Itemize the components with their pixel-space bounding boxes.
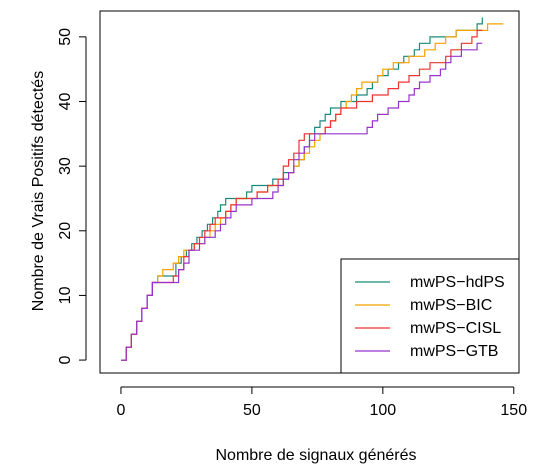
x-tick-label: 150: [500, 402, 527, 419]
x-tick-label: 0: [116, 402, 125, 419]
y-tick-label: 0: [57, 356, 74, 365]
y-tick-label: 30: [57, 157, 74, 175]
x-tick-label: 100: [369, 402, 396, 419]
y-axis: 0 10 20 30 40 50: [57, 28, 87, 365]
series-line-4: [121, 42, 483, 361]
legend-label-2: mwPS−BIC: [410, 297, 492, 314]
y-tick-label: 40: [57, 93, 74, 111]
legend-label-1: mwPS−hdPS: [410, 274, 505, 291]
plot-frame: [99, 10, 520, 374]
y-tick-label: 50: [57, 28, 74, 46]
legend-box: [340, 258, 520, 374]
y-tick-label: 20: [57, 222, 74, 240]
x-tick-label: 50: [243, 402, 261, 419]
series-line-2: [121, 23, 504, 361]
x-axis: 0 50 100 150: [116, 386, 527, 419]
legend-label-4: mwPS−GTB: [410, 343, 498, 360]
series-lines: [121, 17, 504, 361]
x-axis-label: Nombre de signaux générés: [215, 447, 416, 464]
legend: mwPS−hdPS mwPS−BIC mwPS−CISL mwPS−GTB: [340, 258, 520, 374]
y-tick-label: 10: [57, 286, 74, 304]
legend-label-3: mwPS−CISL: [410, 320, 501, 337]
y-axis-label: Nombre de Vrais Positifs détectés: [30, 71, 47, 311]
